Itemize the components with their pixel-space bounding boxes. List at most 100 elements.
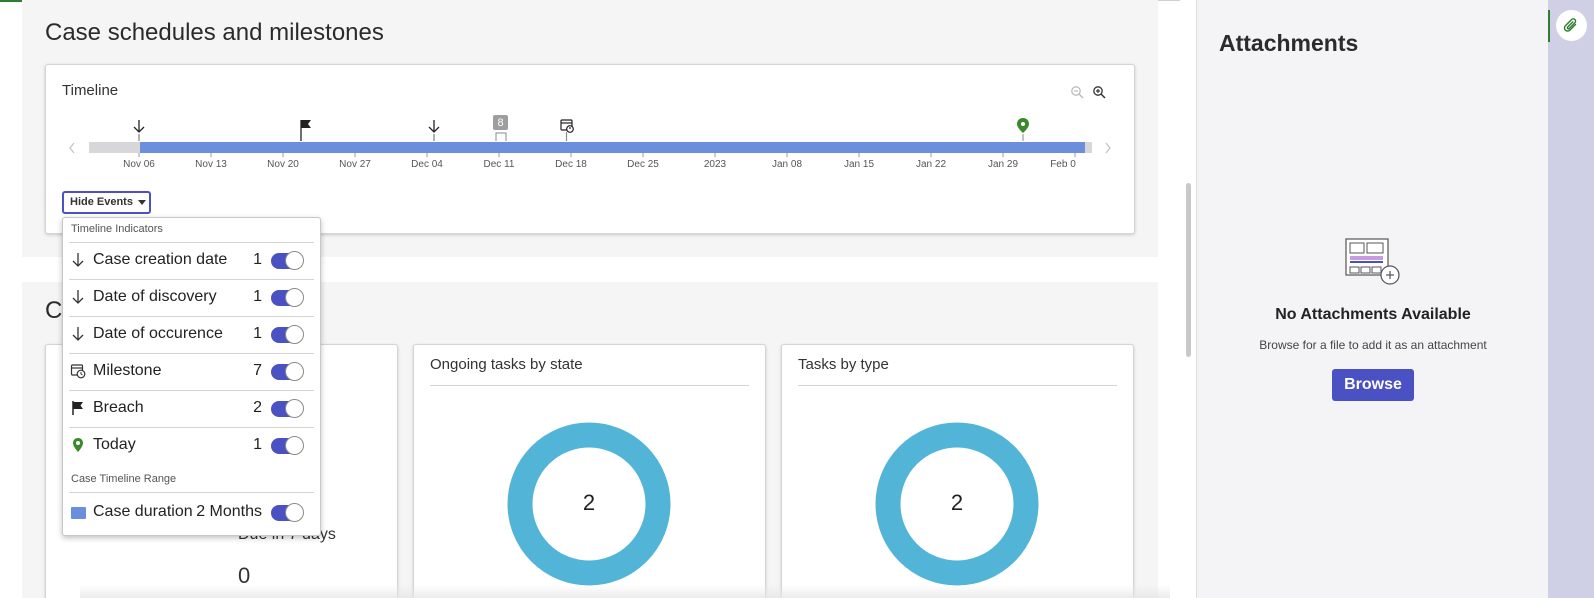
toggle-knob	[285, 399, 304, 418]
event-label: Milestone	[93, 362, 162, 379]
toggle-knob	[285, 362, 304, 381]
event-count: 1	[253, 251, 262, 268]
divider	[69, 427, 314, 428]
hide-events-label: Hide Events	[70, 196, 133, 208]
arrow-down-icon	[72, 327, 84, 341]
event-row-occurence[interactable]: Date of occurence 1	[63, 316, 322, 353]
event-label: Date of discovery	[93, 288, 217, 305]
chevron-left-icon[interactable]	[69, 142, 75, 154]
bottom-shadow	[80, 585, 1170, 598]
caret-down-icon	[137, 199, 146, 205]
toggle-switch[interactable]	[271, 399, 304, 418]
event-row-discovery[interactable]: Date of discovery 1	[63, 279, 322, 316]
tick-label: Dec 18	[555, 159, 587, 170]
tick-label: Nov 20	[267, 159, 299, 170]
event-row-breach[interactable]: Breach 2	[63, 390, 322, 427]
section-title: Case schedules and milestones	[45, 19, 384, 46]
donut-ring[interactable]	[875, 422, 1039, 586]
event-row-today[interactable]: Today 1	[63, 427, 322, 464]
donut-value: 2	[582, 490, 596, 515]
zoom-out-icon[interactable]	[1070, 85, 1084, 99]
utility-active-indicator	[1548, 10, 1550, 42]
empty-state-description: Browse for a file to add it as an attach…	[1259, 338, 1487, 352]
cluster-count: 8	[497, 117, 503, 129]
divider	[69, 390, 314, 391]
toggle-switch[interactable]	[271, 251, 304, 270]
chevron-right-icon[interactable]	[1105, 142, 1111, 154]
event-row-milestone[interactable]: Milestone 7	[63, 353, 322, 390]
arrow-down-icon[interactable]	[428, 120, 440, 141]
toggle-switch[interactable]	[271, 325, 304, 344]
event-label: Today	[93, 436, 136, 453]
tick-label: Dec 25	[627, 159, 659, 170]
due-value: 0	[238, 563, 251, 588]
range-label: Case duration	[93, 503, 193, 520]
utility-bar	[1548, 0, 1594, 598]
attachments-toggle-button[interactable]	[1556, 10, 1587, 41]
tick-marks	[138, 153, 1076, 157]
group-label-range: Case Timeline Range	[71, 473, 177, 485]
event-count: 2	[253, 399, 262, 416]
arrow-down-icon[interactable]	[133, 120, 145, 141]
hide-events-button[interactable]: Hide Events	[62, 191, 151, 214]
toggle-switch[interactable]	[271, 503, 304, 522]
browse-button[interactable]: Browse	[1332, 369, 1414, 401]
range-value: 2 Months	[196, 503, 262, 520]
event-cluster-badge[interactable]: 8	[493, 115, 508, 141]
donut-value: 2	[950, 490, 964, 515]
toggle-switch[interactable]	[271, 436, 304, 455]
event-count: 7	[253, 362, 262, 379]
location-pin-icon	[73, 438, 83, 452]
attachments-title: Attachments	[1219, 30, 1359, 56]
attachments-panel: Attachments No Attachments Available Bro…	[1196, 0, 1548, 598]
tick-label: Jan 08	[772, 159, 802, 170]
event-count: 1	[253, 288, 262, 305]
divider	[69, 242, 314, 243]
event-count: 1	[253, 325, 262, 342]
events-dropdown: Timeline Indicators Case creation date 1…	[62, 217, 321, 536]
divider	[69, 316, 314, 317]
timeline-chart: Nov 06 Nov 13 Nov 20 Nov 27 Dec 04 Dec 1…	[69, 115, 1111, 170]
tick-label: Dec 04	[411, 159, 443, 170]
tick-label: Nov 13	[195, 159, 227, 170]
event-row-case-creation[interactable]: Case creation date 1	[63, 242, 322, 279]
divider	[69, 279, 314, 280]
duration-swatch-icon	[71, 507, 86, 519]
toggle-switch[interactable]	[271, 288, 304, 307]
divider	[69, 353, 314, 354]
toggle-knob	[285, 325, 304, 344]
stat-card-tasks-by-state: Ongoing tasks by state 2	[413, 344, 766, 598]
tick-label: Jan 29	[988, 159, 1018, 170]
stat-card-tasks-by-type: Tasks by type 2	[781, 344, 1134, 598]
scrollbar-thumb[interactable]	[1186, 183, 1191, 357]
flag-icon	[72, 401, 83, 415]
donut-chart[interactable]: 2	[507, 422, 671, 586]
case-duration-bar	[140, 142, 1085, 153]
toggle-knob	[285, 436, 304, 455]
toggle-knob	[285, 251, 304, 270]
arrow-down-icon	[72, 253, 84, 267]
location-pin-icon[interactable]	[1017, 118, 1029, 141]
tick-label: Nov 06	[123, 159, 155, 170]
card-title: Tasks by type	[798, 356, 889, 373]
flag-icon[interactable]	[300, 120, 311, 141]
event-count: 1	[253, 436, 262, 453]
tick-label: Nov 27	[339, 159, 371, 170]
zoom-in-icon[interactable]	[1092, 85, 1106, 99]
donut-chart[interactable]: 2	[875, 422, 1039, 586]
tick-label: Feb 0	[1050, 159, 1076, 170]
main-content: Case schedules and milestones C Timeline	[0, 0, 1180, 598]
event-label: Breach	[93, 399, 144, 416]
range-row-case-duration[interactable]: Case duration 2 Months	[63, 494, 322, 531]
milestone-calendar-icon[interactable]	[560, 119, 574, 141]
section-title-partial: C	[45, 297, 63, 324]
arrow-down-icon	[72, 290, 84, 304]
donut-ring[interactable]	[507, 422, 671, 586]
tick-label: Jan 15	[844, 159, 874, 170]
milestone-calendar-icon	[70, 364, 86, 379]
toggle-switch[interactable]	[271, 362, 304, 381]
empty-attachments-icon	[1345, 238, 1400, 285]
timeline-title: Timeline	[62, 82, 119, 99]
event-label: Case creation date	[93, 251, 228, 268]
tick-label: Jan 22	[916, 159, 946, 170]
